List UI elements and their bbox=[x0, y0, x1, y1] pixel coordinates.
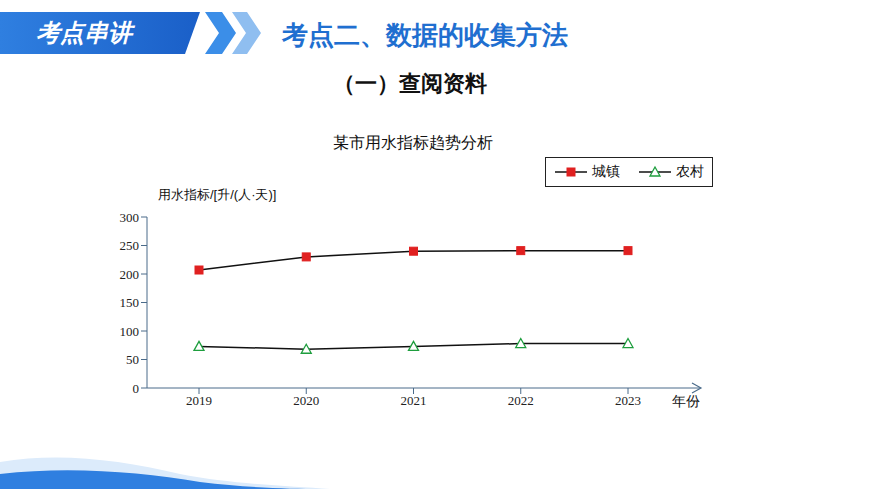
svg-text:0: 0 bbox=[133, 381, 140, 396]
html-text:用水指标/[升/(人·天)]: 用水指标/[升/(人·天)] bbox=[158, 187, 277, 202]
svg-text:100: 100 bbox=[120, 324, 140, 339]
html-text:考点二、数据的收集方法: 考点二、数据的收集方法 bbox=[282, 20, 568, 50]
svg-text:150: 150 bbox=[120, 295, 140, 310]
svg-text:50: 50 bbox=[126, 352, 139, 367]
html-text:某市用水指标趋势分析: 某市用水指标趋势分析 bbox=[333, 134, 493, 151]
svg-text:250: 250 bbox=[120, 238, 140, 253]
html-text:（一）查阅资料: （一）查阅资料 bbox=[333, 71, 487, 96]
svg-text:2023: 2023 bbox=[615, 393, 641, 408]
svg-text:2021: 2021 bbox=[401, 393, 427, 408]
svg-text:300: 300 bbox=[120, 210, 140, 225]
html-text:农村: 农村 bbox=[676, 163, 704, 179]
svg-text:2020: 2020 bbox=[293, 393, 319, 408]
svg-text:200: 200 bbox=[120, 267, 140, 282]
svg-text:2022: 2022 bbox=[508, 393, 534, 408]
html-text:城镇: 城镇 bbox=[592, 163, 620, 179]
svg-text:2019: 2019 bbox=[186, 393, 212, 408]
html-text:年份: 年份 bbox=[672, 393, 700, 409]
html-text:考点串讲: 考点串讲 bbox=[36, 19, 132, 46]
